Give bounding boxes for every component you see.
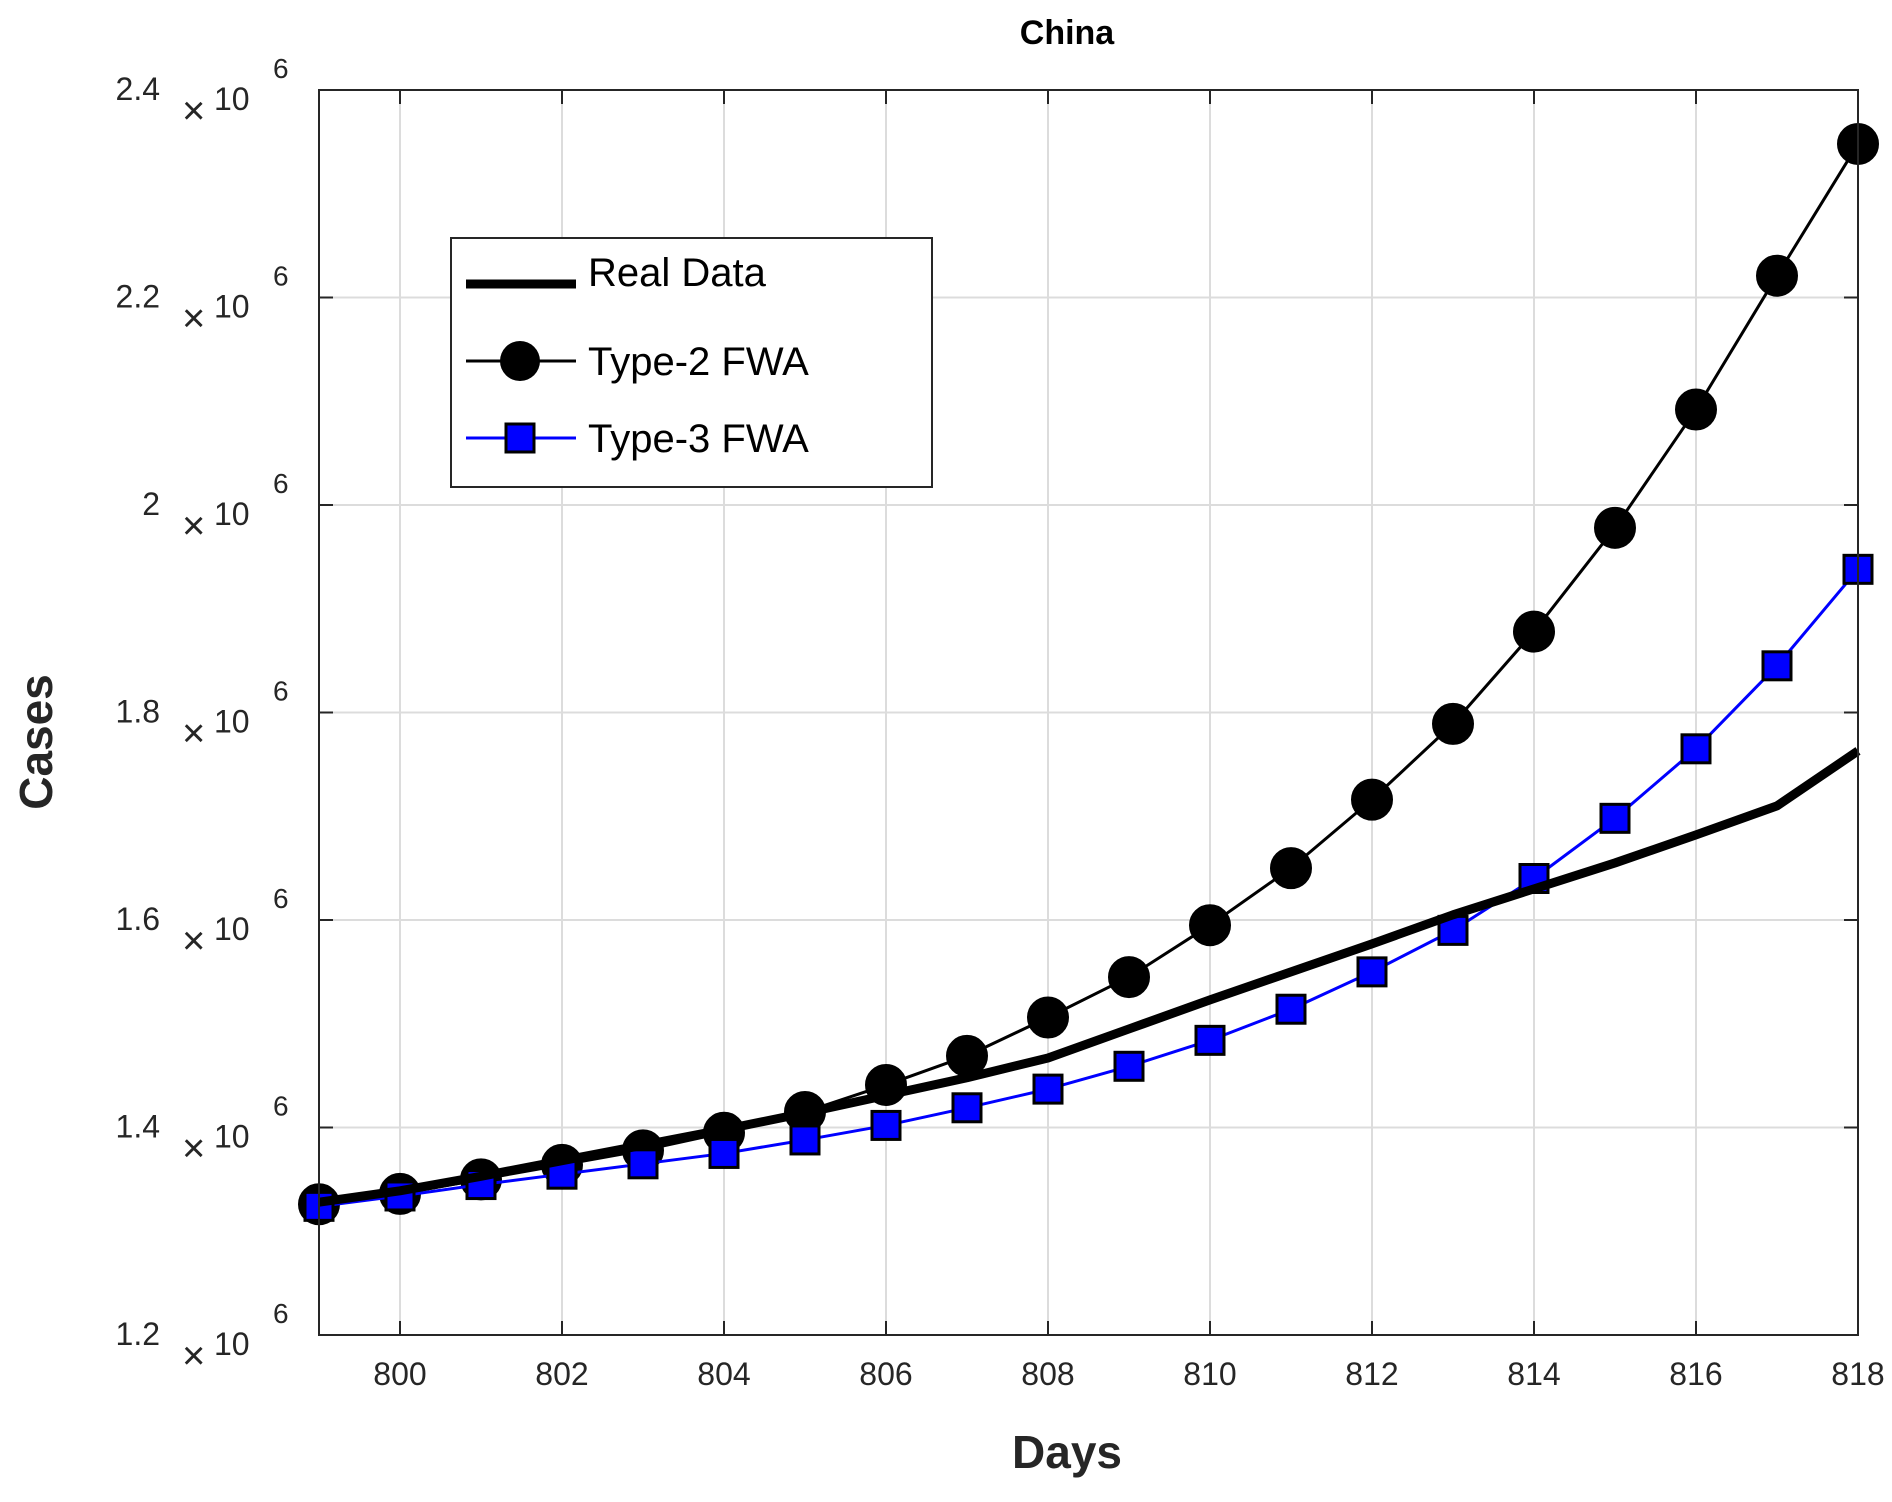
x-tick-label: 814 — [1507, 1356, 1560, 1392]
series-group — [298, 122, 1879, 1226]
data-point — [1108, 956, 1150, 999]
x-tick-label: 808 — [1021, 1356, 1074, 1392]
x-tick-label: 810 — [1183, 1356, 1236, 1392]
y-tick-exponent: 6 — [273, 1298, 289, 1329]
y-tick-base: 10 — [214, 81, 250, 117]
data-point — [1275, 993, 1307, 1025]
y-tick-label: 1.6 — [116, 901, 160, 937]
y-tick-multiplier: × — [182, 712, 205, 756]
x-tick-label: 804 — [697, 1356, 750, 1392]
y-tick-label: 2.2 — [116, 279, 160, 315]
data-point — [1432, 702, 1474, 745]
data-point — [1761, 650, 1793, 682]
data-point — [1194, 1024, 1226, 1056]
data-point — [1756, 254, 1798, 297]
x-tick-label: 802 — [535, 1356, 588, 1392]
data-point — [627, 1148, 659, 1180]
series-real-data — [318, 747, 1861, 1207]
data-point — [708, 1137, 740, 1169]
legend-label: Type-3 FWA — [588, 417, 809, 461]
data-point — [1675, 388, 1717, 431]
x-tick-label: 806 — [859, 1356, 912, 1392]
y-tick-multiplier: × — [182, 504, 205, 548]
y-tick-exponent: 6 — [273, 53, 289, 84]
y-tick-multiplier: × — [182, 919, 205, 963]
y-tick-base: 10 — [214, 289, 250, 325]
legend-swatch-marker — [500, 341, 540, 381]
y-tick-label: 1.8 — [116, 694, 160, 730]
data-point — [1351, 778, 1393, 821]
data-point — [1113, 1050, 1145, 1082]
y-tick-exponent: 6 — [273, 1091, 289, 1122]
y-tick-base: 10 — [214, 1326, 250, 1362]
x-tick-label: 818 — [1831, 1356, 1884, 1392]
x-tick-label: 800 — [373, 1356, 426, 1392]
x-tick-label: 816 — [1669, 1356, 1722, 1392]
data-point — [951, 1092, 983, 1124]
y-tick-multiplier: × — [182, 89, 205, 133]
data-point — [1680, 733, 1712, 765]
legend-item-type-2-fwa: Type-2 FWA — [466, 340, 809, 384]
y-tick-label: 2.4 — [116, 71, 160, 107]
y-tick-base: 10 — [214, 1119, 250, 1155]
data-point — [870, 1109, 902, 1141]
y-tick-multiplier: × — [182, 1127, 205, 1171]
y-axis-title: Cases — [10, 674, 62, 810]
y-tick-base: 10 — [214, 704, 250, 740]
data-point — [1594, 506, 1636, 549]
series-type-3-fwa — [303, 553, 1874, 1222]
data-point — [1027, 996, 1069, 1039]
legend-label: Type-2 FWA — [588, 340, 809, 384]
y-tick-label: 1.2 — [116, 1316, 160, 1352]
y-tick-exponent: 6 — [273, 261, 289, 292]
legend: Real Data Type-2 FWA Type-3 FWA — [450, 237, 933, 488]
y-tick-base: 10 — [214, 911, 250, 947]
data-point — [1599, 802, 1631, 834]
y-tick-label: 1.4 — [116, 1109, 160, 1145]
x-axis-title: Days — [1012, 1426, 1122, 1478]
y-tick-base: 10 — [214, 496, 250, 532]
y-tick-multiplier: × — [182, 1334, 205, 1378]
y-tick-multiplier: × — [182, 297, 205, 341]
y-tick-exponent: 6 — [273, 883, 289, 914]
data-point — [1189, 904, 1231, 947]
y-tick-label: 2 — [142, 486, 160, 522]
chart-title: China — [1020, 14, 1116, 52]
data-point — [1513, 610, 1555, 653]
legend-swatch-marker — [504, 422, 536, 454]
data-point — [1032, 1073, 1064, 1105]
legend-label: Real Data — [588, 251, 767, 295]
data-point — [789, 1124, 821, 1156]
y-tick-exponent: 6 — [273, 676, 289, 707]
legend-item-real-data: Real Data — [466, 251, 767, 295]
legend-item-type-3-fwa: Type-3 FWA — [466, 417, 809, 461]
data-point — [1270, 847, 1312, 890]
series-line — [318, 747, 1861, 1207]
x-tick-label: 812 — [1345, 1356, 1398, 1392]
y-tick-exponent: 6 — [273, 468, 289, 499]
data-point — [1356, 956, 1388, 988]
